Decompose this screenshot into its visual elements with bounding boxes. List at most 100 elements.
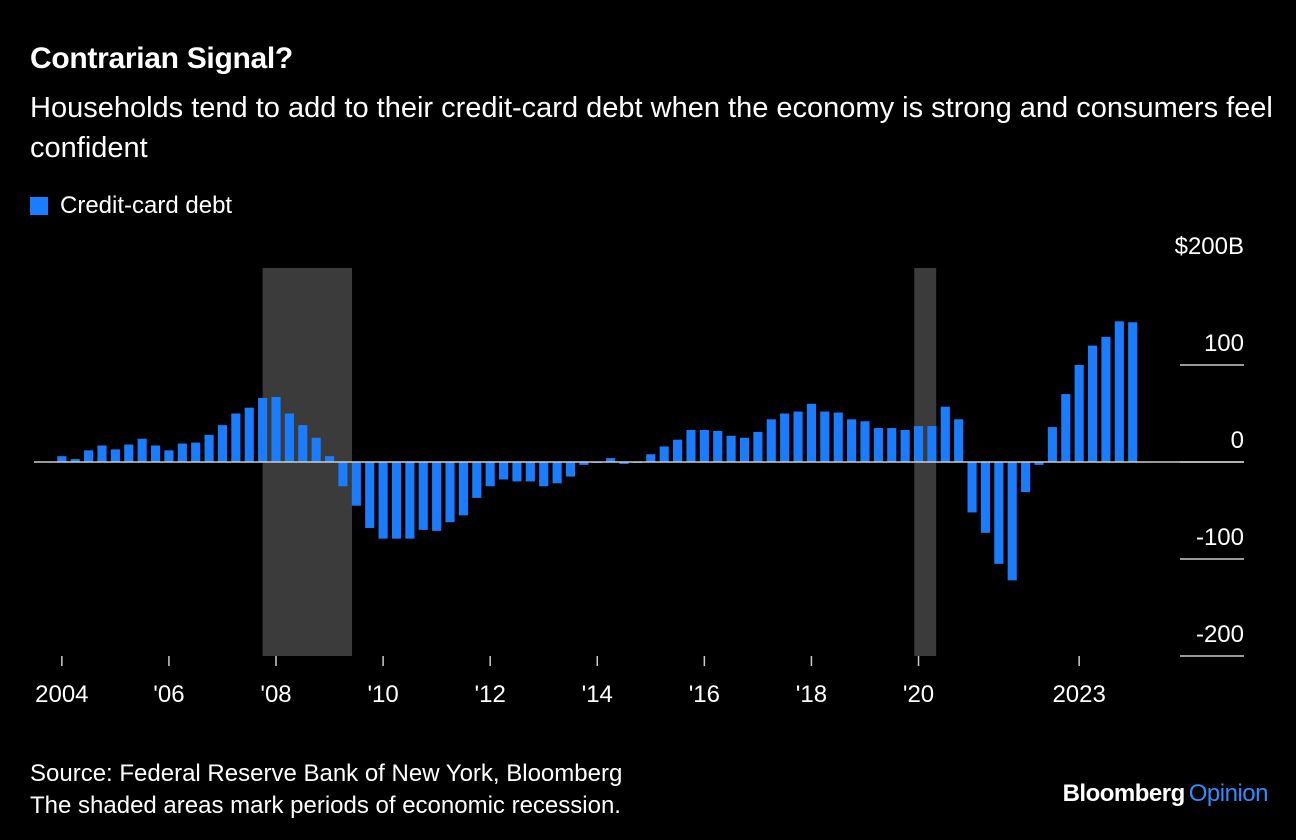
bar	[1087, 345, 1098, 462]
bar	[753, 431, 763, 462]
bar	[539, 462, 549, 487]
bar	[150, 445, 161, 462]
bar	[860, 421, 870, 462]
x-tick-label: '20	[903, 681, 934, 708]
bar	[940, 406, 950, 462]
bar	[472, 462, 482, 498]
bar	[512, 462, 522, 482]
bar	[445, 462, 455, 523]
bar	[164, 450, 174, 462]
bar	[699, 429, 709, 462]
bar	[485, 462, 495, 487]
bar	[298, 425, 308, 462]
bar	[606, 458, 616, 462]
bar	[1101, 336, 1111, 462]
bar	[458, 462, 468, 516]
bar	[646, 454, 656, 462]
x-tick-label: '08	[260, 681, 291, 708]
bar	[191, 442, 201, 462]
bar	[847, 419, 857, 462]
bar	[378, 462, 388, 539]
y-tick-label: -100	[1196, 524, 1244, 551]
bar	[833, 412, 843, 462]
bar	[619, 462, 629, 464]
bar	[552, 462, 562, 484]
bar	[124, 444, 134, 462]
bar	[1047, 427, 1057, 462]
bar	[967, 462, 977, 513]
bar	[766, 419, 776, 462]
bar	[258, 397, 268, 462]
bar	[432, 462, 442, 531]
bar	[1128, 322, 1138, 462]
bar	[57, 456, 67, 462]
bar	[900, 429, 910, 462]
bar	[726, 435, 736, 462]
bar	[137, 438, 147, 462]
legend-label: Credit-card debt	[60, 192, 233, 219]
bar	[271, 397, 281, 462]
x-tick-label: '16	[689, 681, 720, 708]
bar	[565, 462, 576, 477]
bar-chart: $200B 100 0 -100 -200 2004 '06 '08 '10 '12 '14 '16 '…	[34, 233, 1244, 708]
legend-swatch	[30, 197, 48, 215]
bar	[579, 462, 589, 465]
bar	[97, 445, 107, 462]
bar	[887, 428, 897, 462]
y-tick-label: -200	[1196, 621, 1244, 648]
bar	[231, 413, 241, 462]
footer: Source: Federal Reserve Bank of New York…	[30, 758, 622, 822]
x-tick-label: '06	[153, 681, 184, 708]
bar	[873, 428, 883, 462]
bar	[994, 462, 1004, 564]
chart-subtitle: Households tend to add to their credit-c…	[30, 92, 1273, 164]
brand-logo: Bloomberg Opinion	[1062, 780, 1269, 808]
bar	[84, 450, 94, 462]
brand-accent: Opinion	[1188, 780, 1269, 807]
bar	[686, 429, 696, 462]
bar	[1034, 462, 1044, 465]
bar	[499, 462, 509, 480]
bar	[70, 459, 80, 462]
bar	[913, 426, 924, 462]
bar	[391, 462, 402, 539]
bar	[217, 425, 228, 462]
legend: Credit-card debt	[30, 192, 232, 220]
bar	[927, 426, 937, 462]
recession-note: The shaded areas mark periods of economi…	[30, 792, 621, 819]
bar	[980, 462, 991, 533]
x-tick-label: 2004	[35, 681, 88, 708]
bar	[793, 411, 803, 462]
chart-title: Contrarian Signal?	[30, 42, 293, 75]
bar	[1021, 462, 1031, 493]
x-tick-label: '18	[796, 681, 827, 708]
bar	[739, 437, 750, 462]
bar	[311, 437, 321, 462]
bar	[713, 430, 723, 462]
bar	[1074, 365, 1084, 462]
bar	[351, 462, 361, 506]
brand-name: Bloomberg	[1062, 780, 1186, 807]
bar	[405, 462, 415, 539]
bar	[1007, 462, 1017, 581]
x-tick-label: '12	[475, 681, 506, 708]
bar	[1061, 394, 1071, 462]
source-note: Source: Federal Reserve Bank of New York…	[30, 760, 623, 787]
bar	[525, 462, 535, 482]
bar	[284, 413, 294, 462]
bar	[659, 446, 669, 462]
bar	[673, 439, 683, 462]
bar	[325, 456, 335, 462]
bar	[244, 407, 254, 462]
bar	[954, 419, 964, 462]
bar	[820, 411, 830, 462]
x-tick-label: '14	[582, 681, 613, 708]
x-tick-label: '10	[367, 681, 398, 708]
bar	[418, 462, 428, 530]
bar	[338, 462, 348, 487]
bar	[780, 413, 790, 462]
bar	[204, 434, 214, 462]
bar	[806, 403, 816, 462]
y-tick-label: $200B	[1175, 233, 1244, 260]
bar	[177, 443, 187, 462]
